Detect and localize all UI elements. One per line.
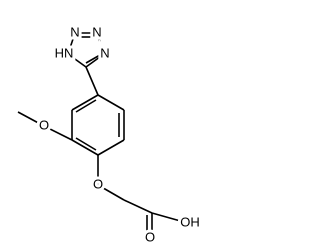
bonds	[17, 32, 185, 238]
atom-label: N	[100, 45, 109, 60]
atom-label: HN	[55, 45, 74, 60]
atom-label: N	[70, 24, 79, 39]
atom-label: O	[93, 176, 103, 191]
atom-label: N	[92, 24, 101, 39]
atom-label: OH	[180, 214, 200, 229]
atom-label: O	[145, 229, 155, 244]
structure: HN N N N O O O OH	[17, 24, 200, 245]
atom-label: O	[39, 117, 49, 132]
